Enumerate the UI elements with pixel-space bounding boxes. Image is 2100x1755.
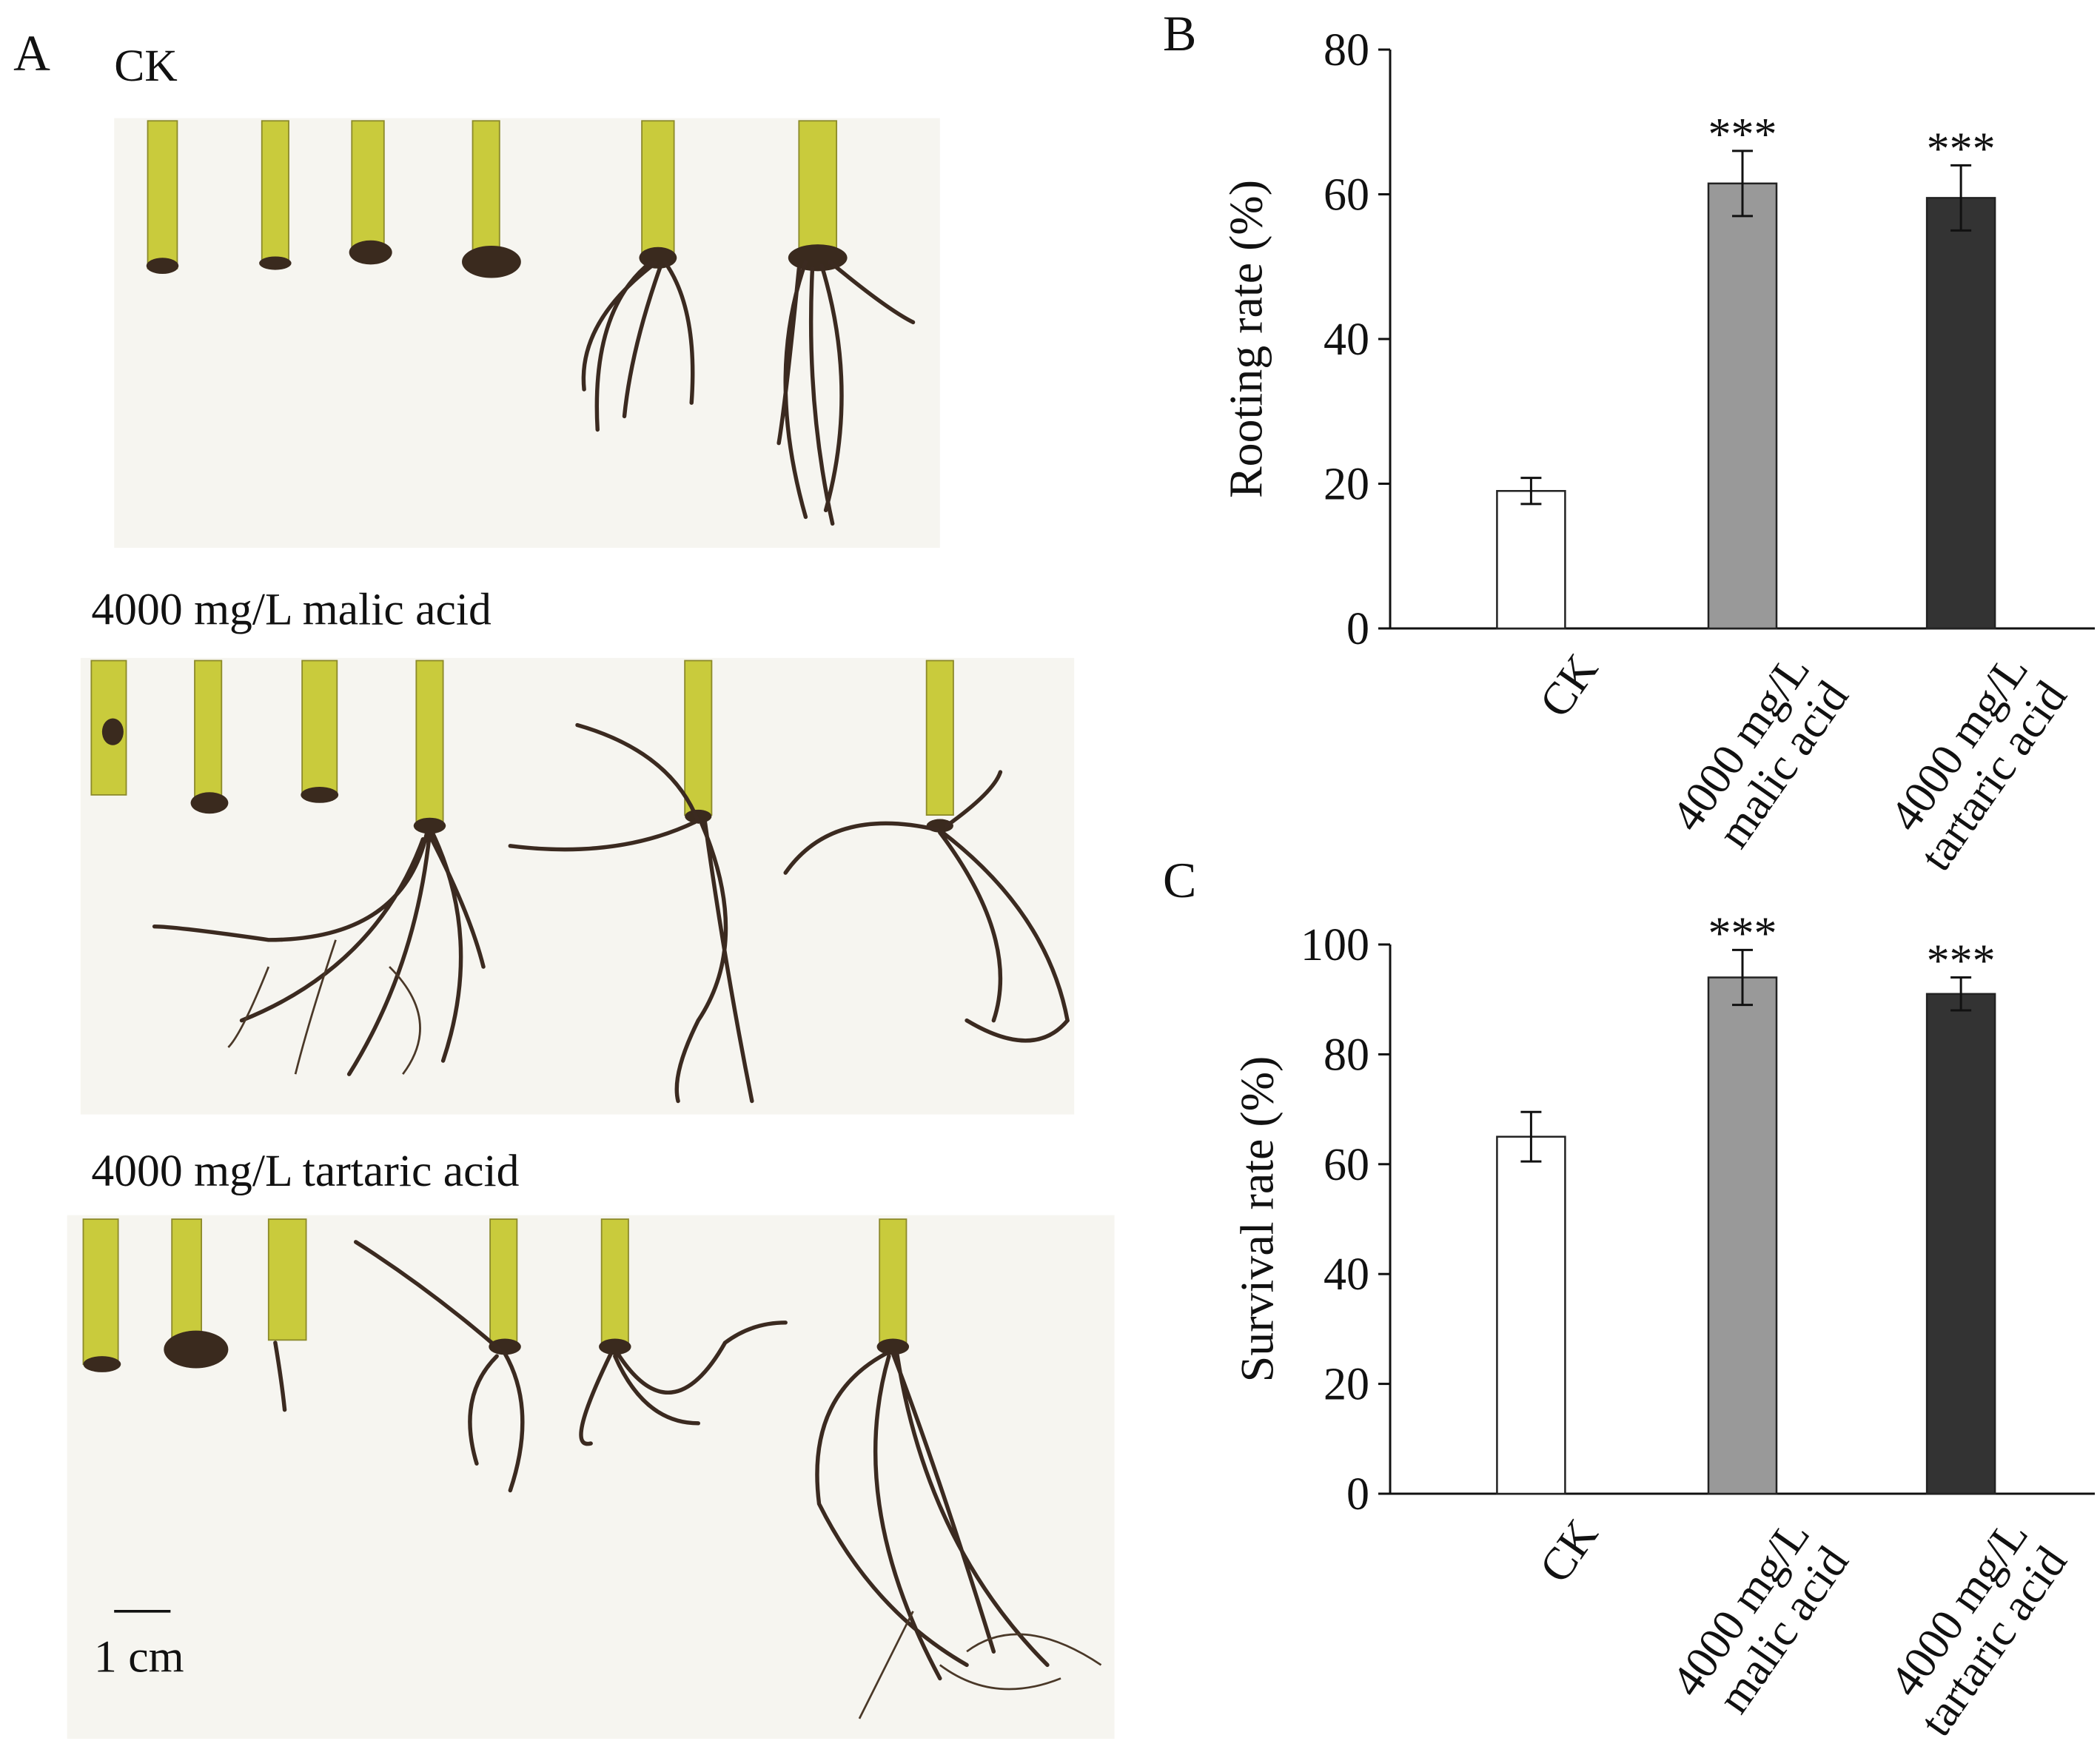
y-tick-label: 0 bbox=[1346, 1469, 1369, 1520]
bar bbox=[1496, 1135, 1566, 1495]
y-tick-label: 60 bbox=[1324, 1140, 1369, 1190]
y-tick-label: 60 bbox=[1324, 170, 1369, 221]
y-tick-label: 40 bbox=[1324, 315, 1369, 365]
group-label: 4000 mg/L tartaric acid bbox=[91, 1146, 519, 1196]
bar bbox=[1925, 197, 1996, 630]
group-label: 4000 mg/L malic acid bbox=[91, 585, 492, 635]
significance: *** bbox=[1927, 936, 1996, 987]
significance: *** bbox=[1708, 110, 1777, 160]
y-tick-label: 80 bbox=[1324, 1030, 1369, 1080]
panel-label: C bbox=[1163, 852, 1196, 908]
cutting bbox=[146, 120, 916, 526]
y-axis-label: Survival rate (%) bbox=[1231, 1056, 1284, 1383]
scale-bar-label: 1 cm bbox=[94, 1631, 184, 1682]
photo-panel: A CK 4000 mg/L malic acid 4000 mg/L tart… bbox=[13, 24, 1115, 1739]
y-tick-label: 20 bbox=[1324, 460, 1369, 510]
y-tick-label: 20 bbox=[1324, 1360, 1369, 1410]
bar bbox=[1925, 993, 1996, 1495]
y-tick-label: 80 bbox=[1324, 25, 1369, 75]
panel-label: A bbox=[13, 24, 50, 81]
significance: *** bbox=[1927, 124, 1996, 174]
y-axis-label: Rooting rate (%) bbox=[1220, 180, 1272, 498]
y-tick-label: 0 bbox=[1346, 604, 1369, 654]
cutting bbox=[90, 660, 1070, 1104]
panel-label: B bbox=[1163, 5, 1196, 61]
bar bbox=[1707, 182, 1778, 630]
cutting bbox=[82, 1218, 1102, 1719]
group-label: CK bbox=[114, 41, 178, 91]
photo bbox=[67, 1215, 1115, 1739]
bar bbox=[1496, 490, 1566, 630]
significance: *** bbox=[1708, 908, 1777, 959]
photo bbox=[80, 657, 1075, 1115]
y-tick-label: 40 bbox=[1324, 1249, 1369, 1300]
bar bbox=[1707, 976, 1778, 1495]
y-tick-label: 100 bbox=[1301, 920, 1369, 970]
